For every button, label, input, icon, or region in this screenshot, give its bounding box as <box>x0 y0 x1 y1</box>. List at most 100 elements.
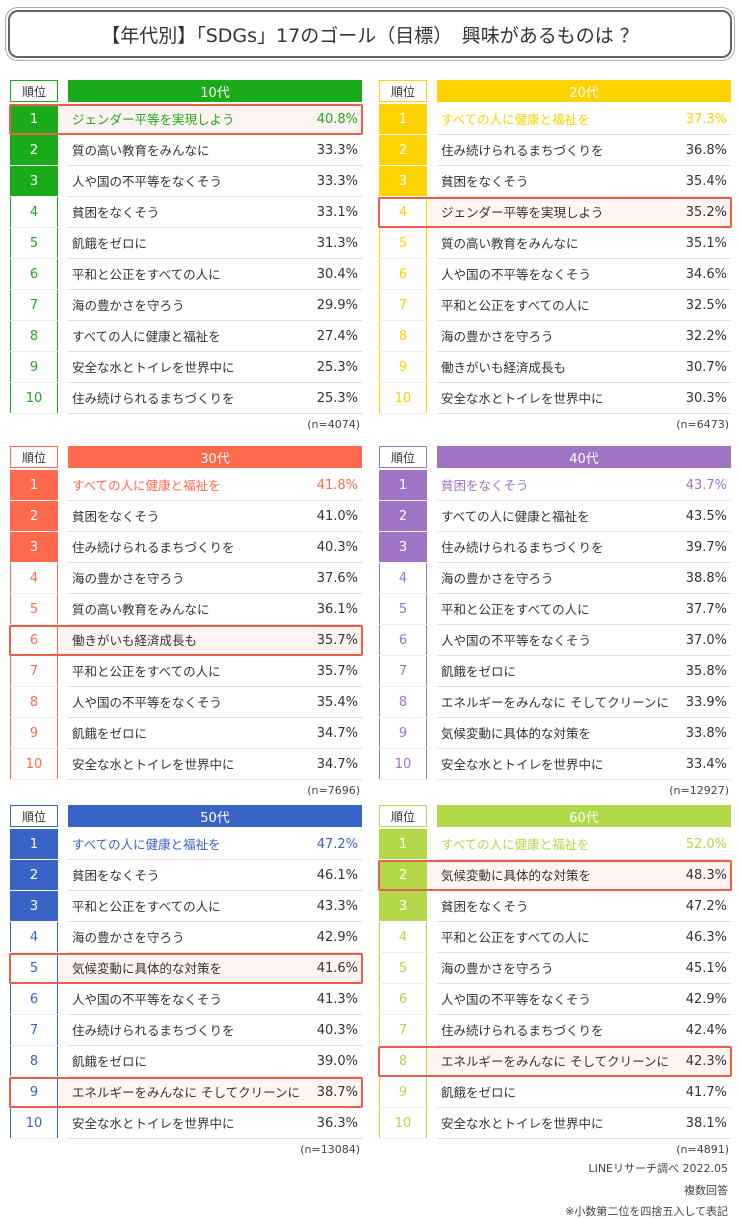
rank-cell: 10 <box>10 383 58 414</box>
row-divider <box>437 779 731 780</box>
percent: 48.3% <box>685 868 727 883</box>
rank-cell: 10 <box>379 383 427 414</box>
percent: 37.3% <box>685 112 727 127</box>
goal-label: ジェンダー平等を実現しよう <box>72 112 235 127</box>
rank-cell: 1 <box>379 829 427 860</box>
row-divider <box>68 779 362 780</box>
percent: 33.3% <box>316 174 358 189</box>
percent: 42.3% <box>685 1054 727 1069</box>
goal-label: 飢餓をゼロに <box>72 1054 148 1069</box>
row-divider <box>437 500 731 501</box>
row-divider <box>437 258 731 259</box>
row-divider <box>68 413 362 414</box>
row-divider <box>437 624 731 625</box>
rank-cell: 1 <box>10 829 58 860</box>
goal-label: すべての人に健康と福祉を <box>72 837 221 852</box>
rank-cell: 8 <box>10 1046 58 1077</box>
rank-cell: 2 <box>10 135 58 166</box>
percent: 30.4% <box>316 267 358 282</box>
age-header: 30代 <box>68 446 362 468</box>
age-header: 50代 <box>68 805 362 827</box>
rank-cell: 8 <box>10 687 58 718</box>
goal-label: 海の豊かさを守ろう <box>72 571 185 586</box>
rank-cell: 6 <box>379 625 427 656</box>
row-divider <box>68 196 362 197</box>
percent: 43.5% <box>685 509 727 524</box>
percent: 47.2% <box>316 837 358 852</box>
row-divider <box>68 1045 362 1046</box>
percent: 36.8% <box>685 143 727 158</box>
row-divider <box>68 593 362 594</box>
rank-cell: 2 <box>10 860 58 891</box>
goal-label: 人や国の不平等をなくそう <box>72 695 223 710</box>
rank-cell: 7 <box>10 1015 58 1046</box>
goal-label: 平和と公正をすべての人に <box>72 899 221 914</box>
row-divider <box>68 320 362 321</box>
rank-cell: 7 <box>10 656 58 687</box>
rank-cell: 3 <box>379 532 427 563</box>
sample-size: (n=4074) <box>307 418 360 431</box>
rank-header: 順位 <box>379 805 427 827</box>
percent: 33.4% <box>685 757 727 772</box>
goal-label: 海の豊かさを守ろう <box>441 571 554 586</box>
goal-label: 貧困をなくそう <box>72 868 160 883</box>
rank-header: 順位 <box>10 80 58 102</box>
row-divider <box>437 562 731 563</box>
rank-header: 順位 <box>10 805 58 827</box>
goal-label: 安全な水とトイレを世界中に <box>441 757 604 772</box>
percent: 41.8% <box>316 478 358 493</box>
rank-cell: 10 <box>379 1108 427 1139</box>
goal-label: すべての人に健康と福祉を <box>72 329 221 344</box>
row-divider <box>68 859 362 860</box>
row-divider <box>437 320 731 321</box>
row-divider <box>68 562 362 563</box>
rank-cell: 10 <box>379 749 427 780</box>
row-divider <box>68 289 362 290</box>
goal-label: 安全な水とトイレを世界中に <box>441 1116 604 1131</box>
row-divider <box>68 1014 362 1015</box>
goal-label: 安全な水とトイレを世界中に <box>441 391 604 406</box>
percent: 35.7% <box>316 633 358 648</box>
row-divider <box>437 413 731 414</box>
row-divider <box>68 1138 362 1139</box>
percent: 34.7% <box>316 726 358 741</box>
footer-note: ※小数第二位を四捨五入して表記 <box>565 1205 728 1218</box>
highlight-box <box>378 1046 732 1077</box>
percent: 29.9% <box>316 298 358 313</box>
goal-label: 飢餓をゼロに <box>441 664 517 679</box>
row-divider <box>437 748 731 749</box>
row-divider <box>68 258 362 259</box>
percent: 43.3% <box>316 899 358 914</box>
rank-cell: 6 <box>379 984 427 1015</box>
rank-header: 順位 <box>10 446 58 468</box>
goal-label: 質の高い教育をみんなに <box>441 236 579 251</box>
row-divider <box>437 655 731 656</box>
row-divider <box>68 165 362 166</box>
percent: 38.8% <box>685 571 727 586</box>
row-divider <box>437 1138 731 1139</box>
rank-cell: 6 <box>10 984 58 1015</box>
rank-cell: 5 <box>379 228 427 259</box>
rank-header: 順位 <box>379 80 427 102</box>
row-divider <box>68 921 362 922</box>
percent: 46.1% <box>316 868 358 883</box>
goal-label: 平和と公正をすべての人に <box>441 602 590 617</box>
highlight-box <box>9 1077 363 1108</box>
row-divider <box>68 382 362 383</box>
percent: 32.2% <box>685 329 727 344</box>
row-divider <box>437 382 731 383</box>
rank-cell: 3 <box>10 532 58 563</box>
rank-header: 順位 <box>379 446 427 468</box>
row-divider <box>437 983 731 984</box>
highlight-box <box>9 953 363 984</box>
percent: 40.8% <box>316 112 358 127</box>
goal-label: エネルギーをみんなに そしてクリーンに <box>441 1054 669 1069</box>
age-header: 60代 <box>437 805 731 827</box>
age-header: 40代 <box>437 446 731 468</box>
highlight-box <box>9 625 363 656</box>
highlight-bg <box>427 197 731 228</box>
row-divider <box>437 686 731 687</box>
percent: 27.4% <box>316 329 358 344</box>
percent: 41.7% <box>685 1085 727 1100</box>
sample-size: (n=4891) <box>676 1143 729 1156</box>
